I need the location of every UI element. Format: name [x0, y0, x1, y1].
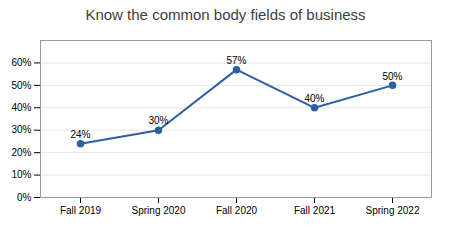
html-text:Know the common body fields of: Know the common body fields of business: [85, 6, 366, 23]
svg-text:Spring 2022: Spring 2022: [366, 205, 420, 216]
svg-text:57%: 57%: [226, 55, 246, 66]
svg-text:40%: 40%: [11, 102, 31, 113]
svg-text:30%: 30%: [148, 115, 168, 126]
svg-text:10%: 10%: [11, 169, 31, 180]
svg-text:Spring 2020: Spring 2020: [132, 205, 186, 216]
svg-text:40%: 40%: [304, 93, 324, 104]
svg-text:30%: 30%: [11, 124, 31, 135]
svg-text:Fall 2019: Fall 2019: [60, 205, 102, 216]
svg-text:24%: 24%: [70, 129, 90, 140]
svg-text:Fall 2021: Fall 2021: [294, 205, 336, 216]
svg-text:50%: 50%: [382, 71, 402, 82]
svg-text:60%: 60%: [11, 57, 31, 68]
svg-text:20%: 20%: [11, 147, 31, 158]
svg-text:0%: 0%: [17, 192, 32, 203]
svg-text:50%: 50%: [11, 80, 31, 91]
svg-text:Fall 2020: Fall 2020: [216, 205, 258, 216]
